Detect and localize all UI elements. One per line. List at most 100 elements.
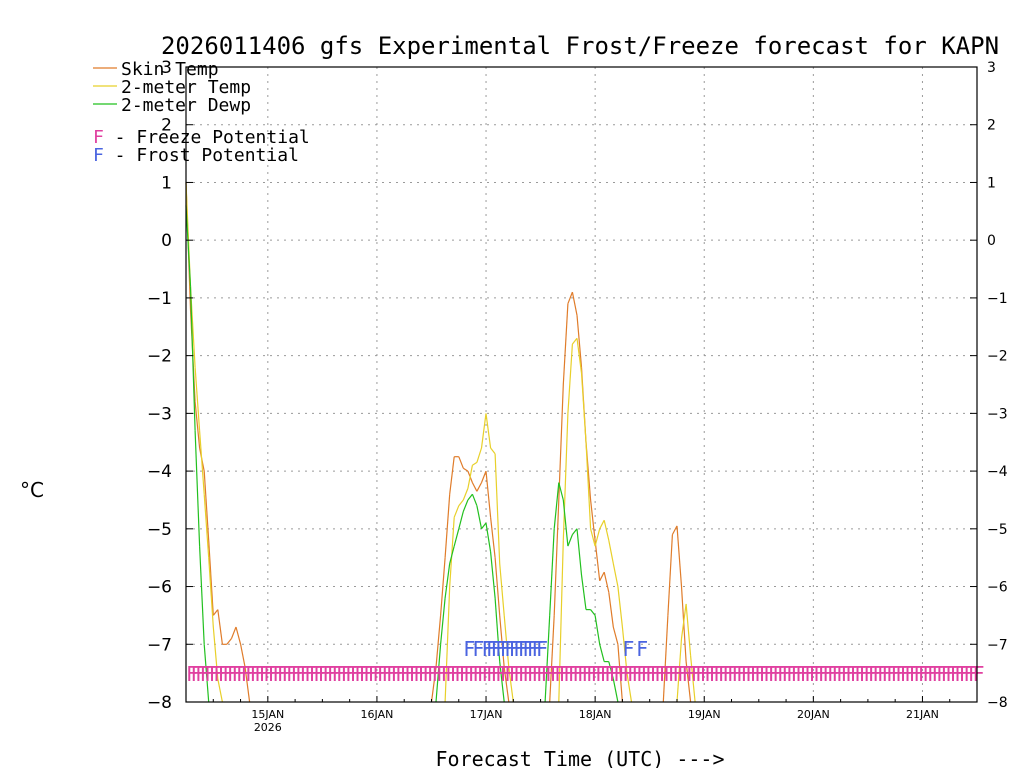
- series-segment-skin-temp: [194, 401, 201, 449]
- freeze-mark: F: [686, 662, 698, 686]
- series-segment-2-meter-dewp: [189, 286, 196, 431]
- y-tick-label: −4: [147, 462, 172, 482]
- series-segment-skin-temp: [462, 467, 469, 472]
- freeze-mark: F: [409, 662, 421, 686]
- series-segment-2-meter-dewp: [453, 528, 460, 547]
- series-segment-2-meter-dewp: [471, 493, 478, 506]
- series-segment-skin-temp: [212, 609, 219, 616]
- freeze-mark: F: [691, 662, 703, 686]
- frost-mark: F: [495, 637, 507, 661]
- freeze-mark: F: [454, 662, 466, 686]
- freeze-mark: F: [700, 662, 712, 686]
- series-segment-skin-temp: [435, 615, 442, 668]
- freeze-mark: F: [613, 662, 625, 686]
- freeze-mark: F: [236, 662, 248, 686]
- freeze-mark: F: [532, 662, 544, 686]
- freeze-mark: F: [209, 662, 221, 686]
- series-segment-2-meter-dewp: [449, 545, 455, 564]
- series-segment-2-meter-temp: [462, 488, 469, 501]
- freeze-mark: F: [791, 662, 803, 686]
- frost-mark: F: [513, 637, 525, 661]
- series-segment-2-meter-temp: [467, 465, 473, 489]
- series-segment-2-meter-temp: [603, 520, 610, 541]
- freeze-mark: F: [877, 662, 889, 686]
- series-segment-2-meter-temp: [476, 447, 483, 463]
- freeze-mark: F: [572, 662, 584, 686]
- freeze-mark: F: [368, 662, 380, 686]
- freeze-mark: F: [472, 662, 484, 686]
- freeze-mark: F: [186, 662, 198, 686]
- freeze-mark: F: [913, 662, 925, 686]
- freeze-mark: F: [395, 662, 407, 686]
- freeze-mark: F: [377, 662, 389, 686]
- freeze-mark: F: [627, 662, 639, 686]
- series-segment-2-meter-temp: [203, 494, 210, 558]
- freeze-mark: F: [859, 662, 871, 686]
- series-segment-skin-temp: [662, 615, 669, 703]
- series-segment-2-meter-temp: [676, 638, 683, 703]
- y-tick-label: 3: [161, 58, 172, 78]
- freeze-mark: F: [427, 662, 439, 686]
- freeze-mark: F: [786, 662, 798, 686]
- freeze-mark: F: [659, 662, 671, 686]
- series-segment-2-meter-temp: [580, 372, 587, 443]
- freeze-mark: F: [836, 662, 848, 686]
- freeze-mark: F: [563, 662, 575, 686]
- series-segment-skin-temp: [476, 482, 483, 492]
- freeze-mark: F: [568, 662, 580, 686]
- series-segment-2-meter-dewp: [549, 528, 555, 616]
- freeze-mark: F: [441, 662, 453, 686]
- freeze-mark: F: [232, 662, 244, 686]
- freeze-mark: F: [804, 662, 816, 686]
- series-segment-skin-temp: [244, 667, 251, 703]
- series-segment-skin-temp: [599, 571, 605, 582]
- series-segment-2-meter-dewp: [590, 609, 596, 616]
- series-segment-skin-temp: [562, 303, 569, 385]
- freeze-mark: F: [404, 662, 416, 686]
- freeze-mark: F: [963, 662, 975, 686]
- freeze-mark: F: [336, 662, 348, 686]
- freeze-mark: F: [191, 662, 203, 686]
- frost-mark: F: [527, 637, 539, 661]
- freeze-mark: F: [818, 662, 830, 686]
- series-segment-2-meter-temp: [612, 563, 619, 587]
- freeze-mark: F: [704, 662, 716, 686]
- series-segment-2-meter-dewp: [458, 511, 464, 529]
- freeze-mark: F: [204, 662, 216, 686]
- series-segment-2-meter-dewp: [567, 534, 573, 547]
- series-segment-skin-temp: [440, 557, 446, 616]
- series-segment-2-meter-temp: [599, 519, 605, 530]
- series-segment-skin-temp: [471, 482, 478, 492]
- freeze-mark: F: [550, 662, 562, 686]
- freeze-mark: F: [495, 662, 507, 686]
- series-segment-2-meter-dewp: [440, 598, 446, 645]
- x-axis-label: Forecast Time (UTC) --->: [436, 747, 725, 768]
- potential-marks: FFFFFFFFFFFFFFFFFFFFFFFFFFFFFFFFFFFFFFFF…: [186, 637, 985, 686]
- y-tick-label: −7: [147, 635, 172, 655]
- freeze-mark: F: [300, 662, 312, 686]
- y-axis-label: °C: [20, 478, 44, 502]
- series-segment-2-meter-dewp: [553, 482, 560, 529]
- freeze-mark: F: [559, 662, 571, 686]
- x-tick-label: 20JAN: [797, 708, 830, 721]
- freeze-mark: F: [782, 662, 794, 686]
- freeze-mark: F: [382, 662, 394, 686]
- freeze-mark: F: [941, 662, 953, 686]
- freeze-mark: F: [341, 662, 353, 686]
- freeze-mark: F: [741, 662, 753, 686]
- freeze-mark: F: [895, 662, 907, 686]
- y-tick-label-right: −1: [987, 291, 1008, 307]
- freeze-mark: F: [604, 662, 616, 686]
- freeze-mark: F: [286, 662, 298, 686]
- x-tick-label: 19JAN: [688, 708, 721, 721]
- freeze-mark: F: [663, 662, 675, 686]
- freeze-mark: F: [518, 662, 530, 686]
- freeze-mark: F: [322, 662, 334, 686]
- frost-mark: F: [636, 637, 648, 661]
- series-segment-2-meter-dewp: [490, 551, 496, 599]
- x-tick-label: 21JAN: [906, 708, 939, 721]
- freeze-mark: F: [500, 662, 512, 686]
- series-segment-2-meter-temp: [562, 413, 569, 541]
